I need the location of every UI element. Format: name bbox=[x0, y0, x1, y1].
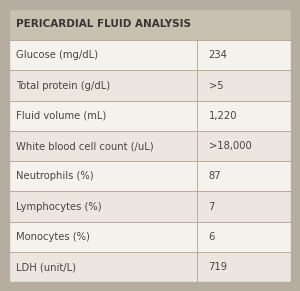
Text: Total protein (g/dL): Total protein (g/dL) bbox=[16, 81, 111, 91]
Text: >18,000: >18,000 bbox=[208, 141, 251, 151]
Text: 1,220: 1,220 bbox=[208, 111, 237, 121]
Text: 6: 6 bbox=[208, 232, 215, 242]
Bar bbox=[9, 161, 291, 191]
Text: LDH (unit/L): LDH (unit/L) bbox=[16, 262, 76, 272]
Bar bbox=[9, 222, 291, 252]
Text: Monocytes (%): Monocytes (%) bbox=[16, 232, 90, 242]
Text: Fluid volume (mL): Fluid volume (mL) bbox=[16, 111, 107, 121]
Text: 87: 87 bbox=[208, 171, 221, 181]
Bar bbox=[9, 191, 291, 222]
Text: 7: 7 bbox=[208, 202, 215, 212]
Text: >5: >5 bbox=[208, 81, 223, 91]
Text: White blood cell count (/uL): White blood cell count (/uL) bbox=[16, 141, 154, 151]
Bar bbox=[9, 40, 291, 70]
Text: 234: 234 bbox=[208, 50, 227, 60]
Bar bbox=[9, 252, 291, 282]
Bar bbox=[9, 9, 291, 40]
Text: Glucose (mg/dL): Glucose (mg/dL) bbox=[16, 50, 98, 60]
Text: 719: 719 bbox=[208, 262, 228, 272]
Bar bbox=[9, 101, 291, 131]
Bar bbox=[9, 131, 291, 161]
Bar bbox=[9, 70, 291, 101]
Text: Lymphocytes (%): Lymphocytes (%) bbox=[16, 202, 102, 212]
Text: Neutrophils (%): Neutrophils (%) bbox=[16, 171, 94, 181]
Text: PERICARDIAL FLUID ANALYSIS: PERICARDIAL FLUID ANALYSIS bbox=[16, 19, 191, 29]
